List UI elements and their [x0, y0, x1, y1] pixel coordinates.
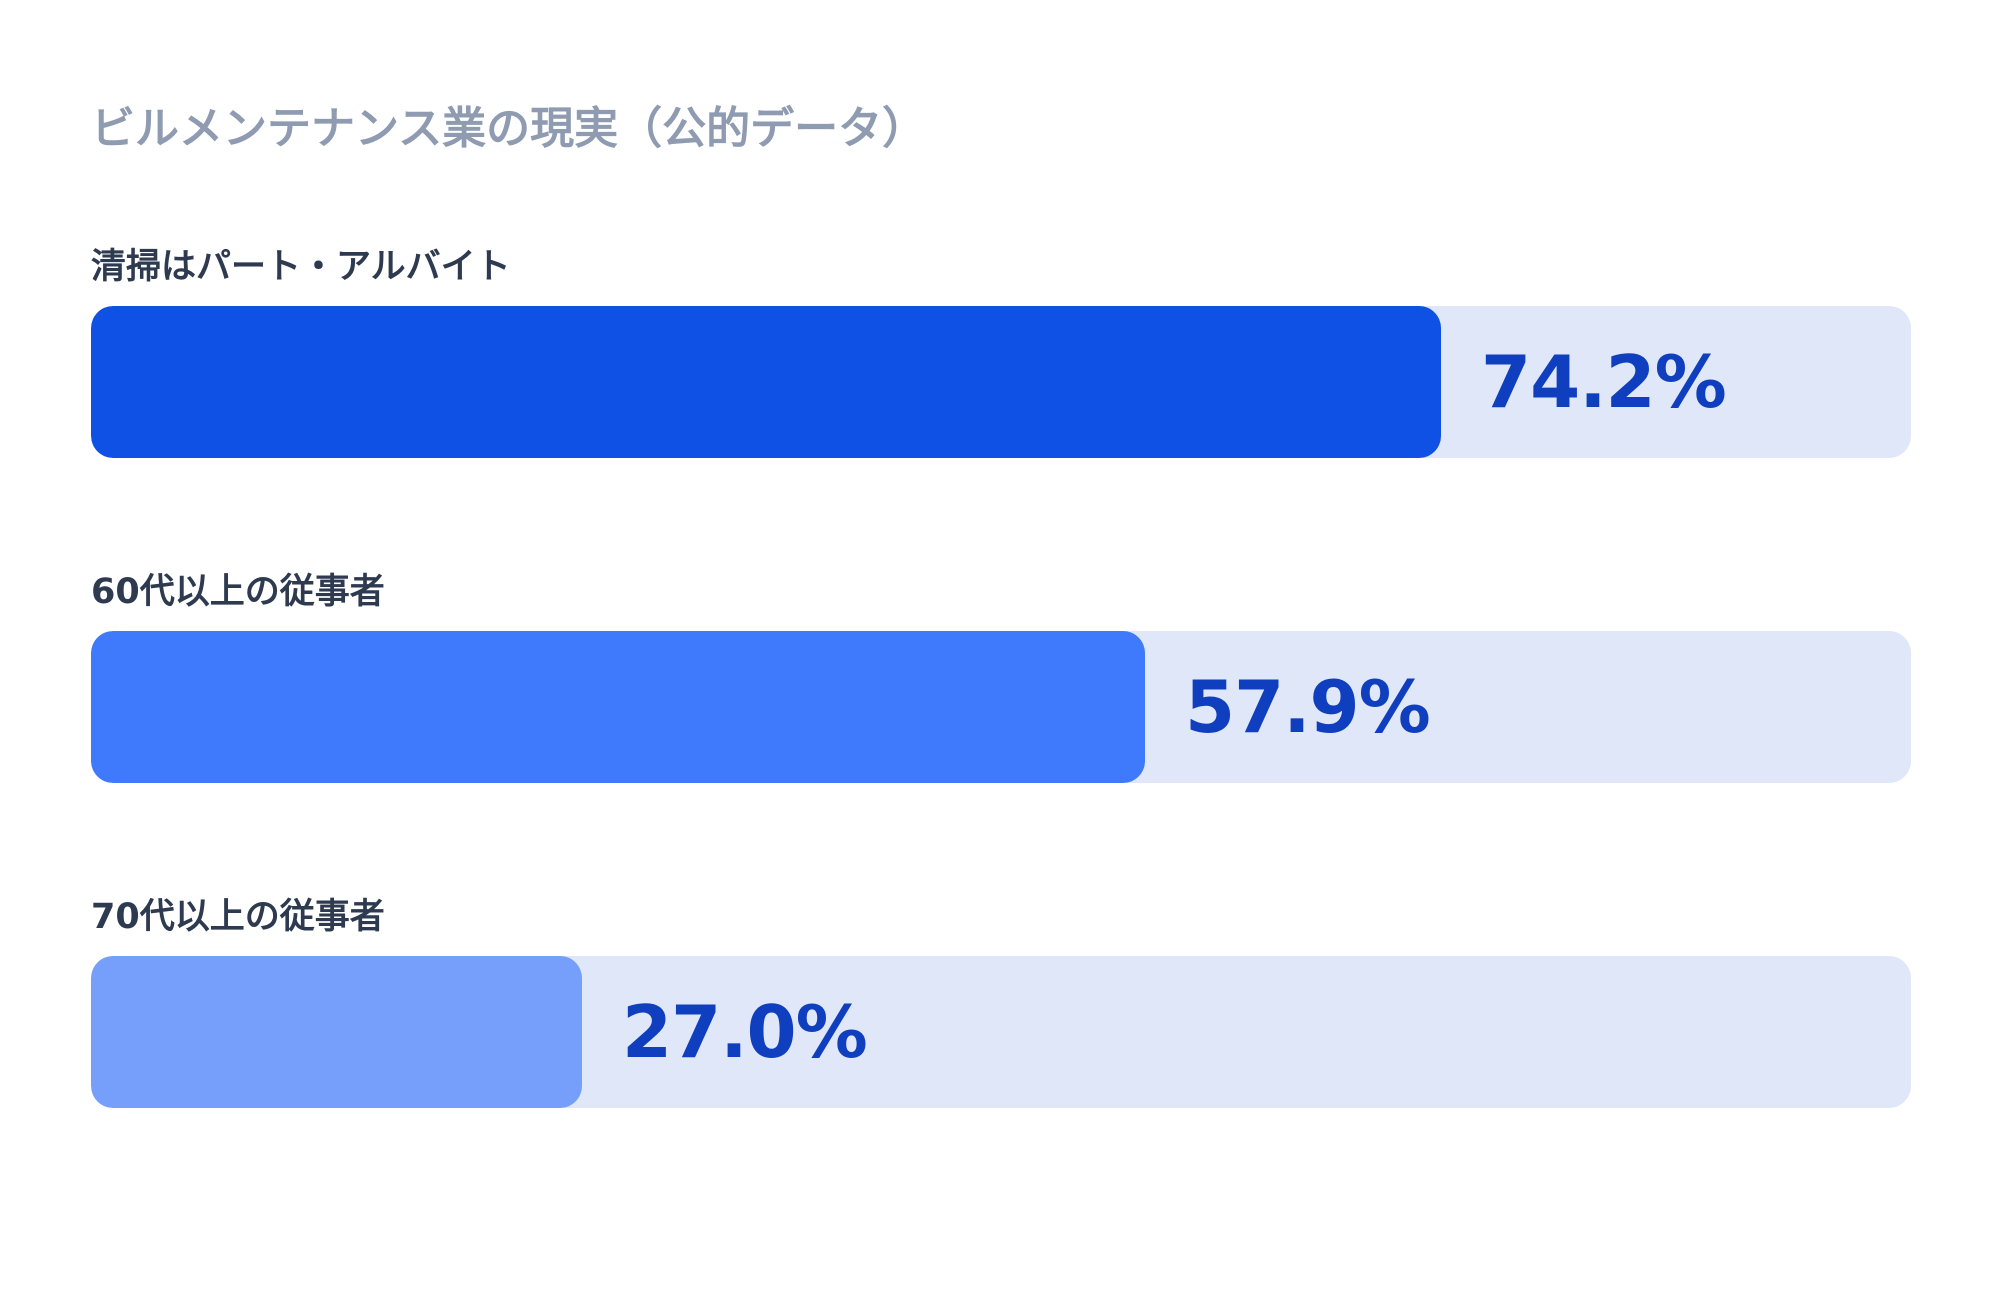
bar-value-label: 57.9%: [1185, 665, 1431, 749]
bar-fill: [91, 306, 1441, 458]
bar-row-age-60-plus: 60代以上の従事者 57.9%: [91, 563, 1911, 803]
bar-track: 74.2%: [91, 306, 1911, 458]
bar-label: 70代以上の従事者: [91, 897, 385, 937]
bar-track: 57.9%: [91, 631, 1911, 783]
bar-track: 27.0%: [91, 956, 1911, 1108]
bar-row-age-70-plus: 70代以上の従事者 27.0%: [91, 888, 1911, 1128]
chart-title: ビルメンテナンス業の現実（公的データ）: [91, 103, 927, 154]
bar-row-part-time: 清掃はパート・アルバイト 74.2%: [91, 238, 1911, 478]
bar-value-label: 74.2%: [1481, 340, 1727, 424]
bar-fill: [91, 956, 582, 1108]
bar-fill: [91, 631, 1145, 783]
bar-label: 清掃はパート・アルバイト: [91, 247, 511, 287]
bar-label: 60代以上の従事者: [91, 572, 385, 612]
bar-value-label: 27.0%: [622, 990, 868, 1074]
